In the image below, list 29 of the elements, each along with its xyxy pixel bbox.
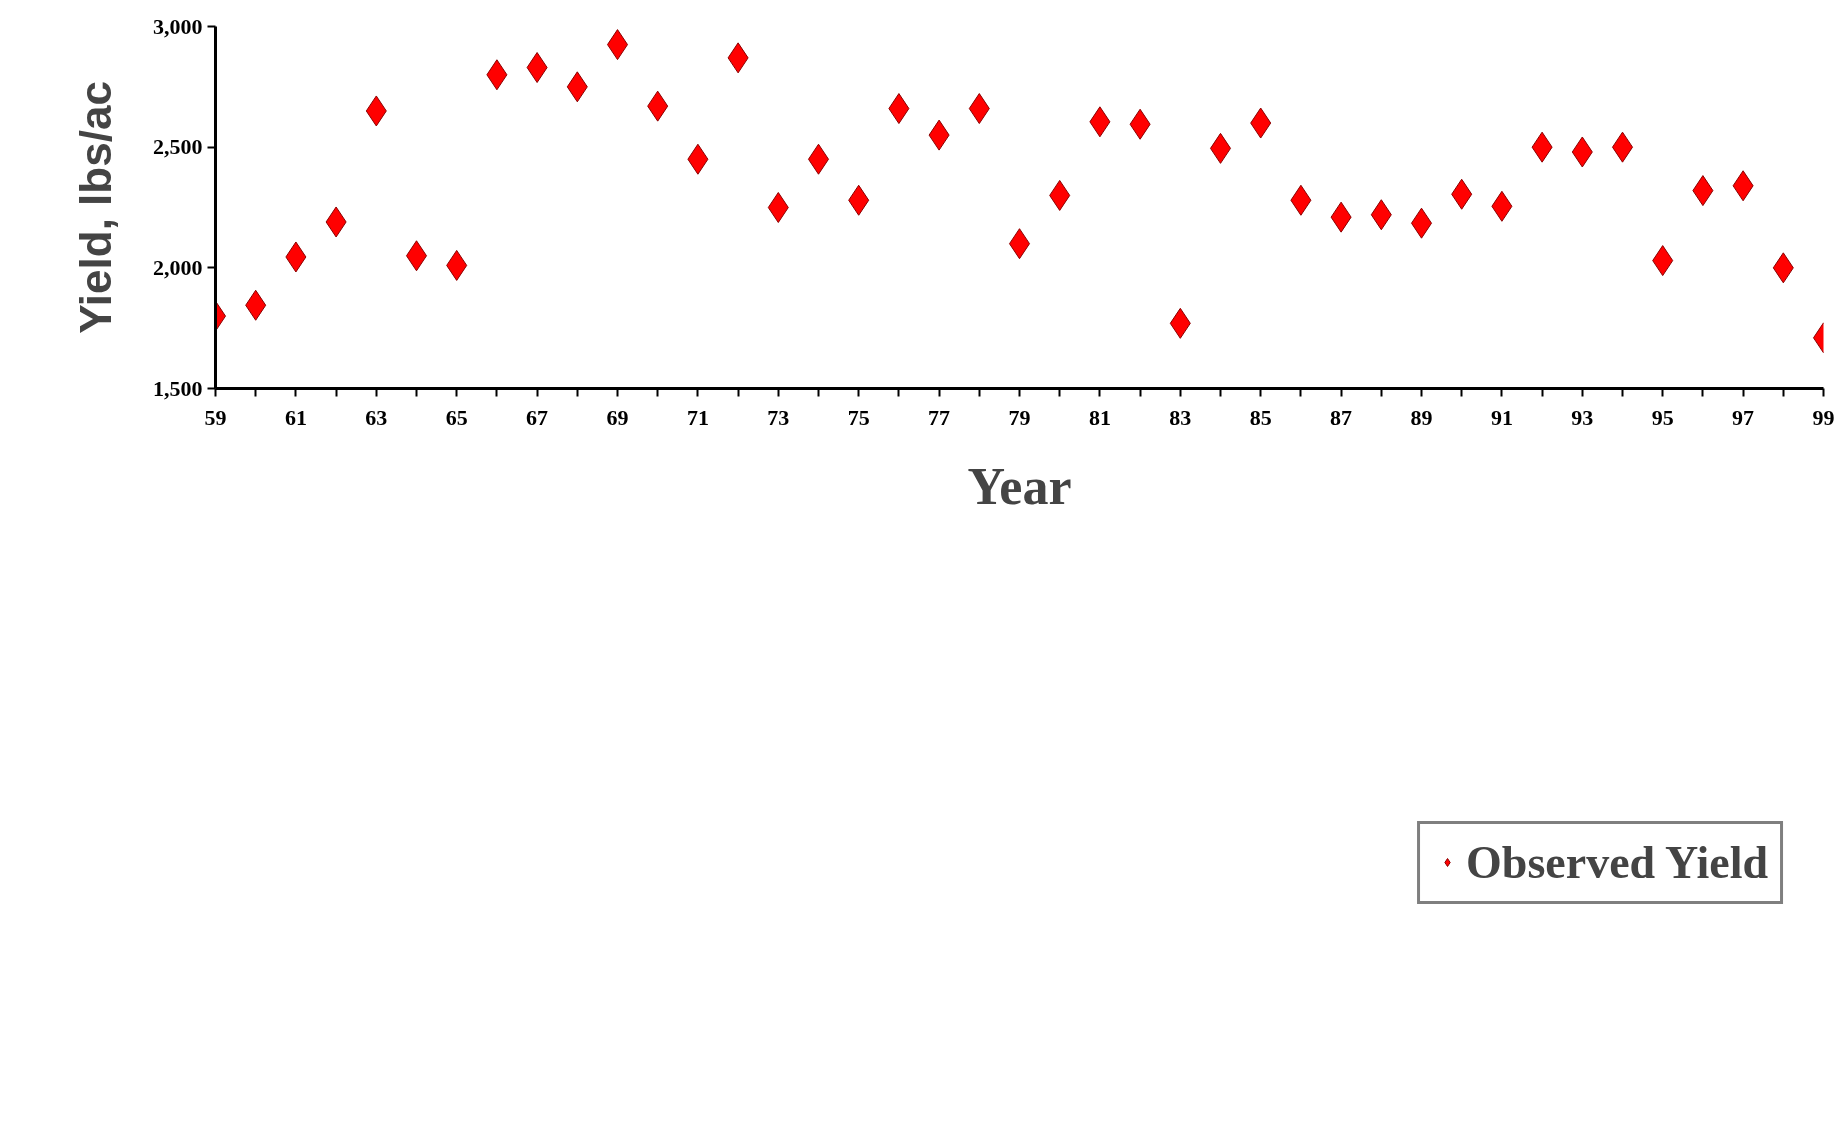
x-tick-label: 83 [1169, 404, 1192, 430]
x-tick-label: 95 [1651, 404, 1674, 430]
x-tick-label: 59 [204, 404, 227, 430]
x-tick-label: 75 [847, 404, 870, 430]
x-tick-label: 79 [1008, 404, 1031, 430]
y-tick-label: 2,500 [153, 134, 203, 160]
x-axis-title: Year [967, 457, 1072, 515]
x-tick-label: 69 [606, 404, 629, 430]
x-tick-label: 77 [928, 404, 951, 430]
y-tick-label: 2,000 [153, 254, 203, 280]
x-tick-label: 81 [1088, 404, 1111, 430]
point [767, 192, 789, 223]
x-tick-label: 61 [284, 404, 307, 430]
x-tick-label: 97 [1732, 404, 1755, 430]
x-tick-label: 87 [1330, 404, 1353, 430]
x-tick-label: 91 [1490, 404, 1513, 430]
x-tick-label: 73 [767, 404, 790, 430]
x-tick-label: 99 [1812, 404, 1835, 430]
x-tick-label: 65 [445, 404, 468, 430]
x-tick-label: 67 [526, 404, 549, 430]
x-tick-label: 63 [365, 404, 388, 430]
x-tick-label: 93 [1571, 404, 1594, 430]
x-tick-label: 71 [686, 404, 709, 430]
legend-label: Observed Yield [1466, 835, 1768, 889]
y-axis-title: Yield, lbs/ac [71, 81, 120, 334]
x-tick-label: 85 [1249, 404, 1272, 430]
x-tick-label: 89 [1410, 404, 1433, 430]
y-tick-label: 1,500 [153, 375, 203, 401]
y-tick-label: 3,000 [153, 13, 203, 39]
